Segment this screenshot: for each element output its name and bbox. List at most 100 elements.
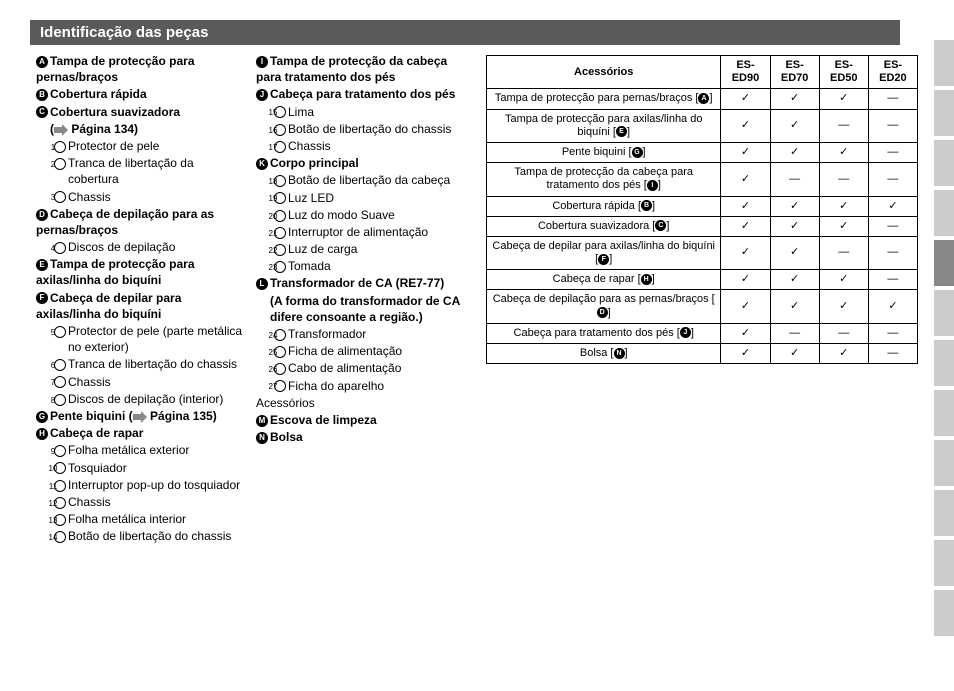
side-tab [934, 90, 954, 136]
item-k: KCorpo principal [256, 155, 474, 171]
item-c2: 2Tranca de libertação da cobertura [50, 155, 244, 187]
cell-value: ✓ [770, 109, 819, 142]
item-k20: 20Luz do modo Suave [270, 207, 474, 223]
cell-value: — [819, 109, 868, 142]
side-tab [934, 590, 954, 636]
cell-value: — [868, 163, 917, 196]
cell-value: ✓ [819, 290, 868, 323]
row-label: Bolsa [N] [487, 344, 721, 364]
side-tab [934, 540, 954, 586]
side-tab [934, 140, 954, 186]
item-l24: 24Transformador [270, 326, 474, 342]
item-c: CCobertura suavizadora [36, 104, 244, 120]
cell-value: — [868, 270, 917, 290]
cell-value: ✓ [770, 142, 819, 162]
cell-value: — [819, 163, 868, 196]
cell-value: ✓ [721, 109, 770, 142]
item-f7: 7Chassis [50, 374, 244, 390]
table-row: Cabeça para tratamento dos pés [J]✓——— [487, 323, 918, 343]
cell-value: ✓ [819, 89, 868, 109]
item-i: ITampa de protecção da cabeça para trata… [256, 53, 474, 85]
cell-value: — [868, 323, 917, 343]
table-row: Cobertura suavizadora [C]✓✓✓— [487, 216, 918, 236]
item-k22: 22Luz de carga [270, 241, 474, 257]
th-acessorios: Acessórios [487, 56, 721, 89]
item-h11: 11Interruptor pop-up do tosquiador [50, 477, 244, 493]
item-h13: 13Folha metálica interior [50, 511, 244, 527]
side-tab [934, 190, 954, 236]
cell-value: ✓ [770, 89, 819, 109]
item-d4: 4Discos de depilação [50, 239, 244, 255]
row-label: Tampa de protecção da cabeça para tratam… [487, 163, 721, 196]
side-tab [934, 490, 954, 536]
item-k18: 18Botão de libertação da cabeça [270, 172, 474, 188]
row-label: Cabeça de depilação para as pernas/braço… [487, 290, 721, 323]
item-k21: 21Interruptor de alimentação [270, 224, 474, 240]
side-tab [934, 390, 954, 436]
row-label: Cobertura rápida [B] [487, 196, 721, 216]
item-m: MEscova de limpeza [256, 412, 474, 428]
cell-value: — [868, 89, 917, 109]
cell-value: ✓ [721, 216, 770, 236]
item-j17: 17Chassis [270, 138, 474, 154]
th-ed90: ES-ED90 [721, 56, 770, 89]
cell-value: ✓ [721, 196, 770, 216]
item-l25: 25Ficha de alimentação [270, 343, 474, 359]
content-area: ATampa de protecção para pernas/braços B… [30, 51, 924, 545]
cell-value: — [868, 344, 917, 364]
cell-value: — [819, 236, 868, 269]
item-d: DCabeça de depilação para as pernas/braç… [36, 206, 244, 238]
cell-value: — [819, 323, 868, 343]
row-label: Cabeça para tratamento dos pés [J] [487, 323, 721, 343]
row-label: Tampa de protecção para pernas/braços [A… [487, 89, 721, 109]
column-1: ATampa de protecção para pernas/braços B… [30, 51, 250, 545]
item-f5: 5Protector de pele (parte metálica no ex… [50, 323, 244, 355]
cell-value: — [868, 142, 917, 162]
cell-value: ✓ [770, 270, 819, 290]
cell-value: — [868, 109, 917, 142]
row-label: Cabeça de rapar [H] [487, 270, 721, 290]
cell-value: ✓ [721, 344, 770, 364]
item-f: FCabeça de depilar para axilas/linha do … [36, 290, 244, 322]
item-g: GPente biquini ( Página 135) [36, 408, 244, 424]
item-b: BCobertura rápida [36, 86, 244, 102]
side-tab [934, 340, 954, 386]
side-tab [934, 40, 954, 86]
cell-value: ✓ [819, 142, 868, 162]
table-row: Bolsa [N]✓✓✓— [487, 344, 918, 364]
cell-value: ✓ [770, 290, 819, 323]
section-header: Identificação das peças [30, 20, 900, 45]
th-ed70: ES-ED70 [770, 56, 819, 89]
side-tab-active [934, 240, 954, 286]
item-c-ref: ( Página 134) [36, 121, 244, 137]
cell-value: — [770, 323, 819, 343]
item-c1: 1Protector de pele [50, 138, 244, 154]
table-row: Tampa de protecção para axilas/linha do … [487, 109, 918, 142]
th-ed50: ES-ED50 [819, 56, 868, 89]
item-h12: 12Chassis [50, 494, 244, 510]
side-tab [934, 440, 954, 486]
row-label: Pente biquini [G] [487, 142, 721, 162]
item-k19: 19Luz LED [270, 190, 474, 206]
cell-value: ✓ [721, 142, 770, 162]
table-header-row: Acessórios ES-ED90 ES-ED70 ES-ED50 ES-ED… [487, 56, 918, 89]
table-row: Cabeça de depilação para as pernas/braço… [487, 290, 918, 323]
item-j15: 15Lima [270, 104, 474, 120]
item-f8: 8Discos de depilação (interior) [50, 391, 244, 407]
item-j16: 16Botão de libertação do chassis [270, 121, 474, 137]
column-3: Acessórios ES-ED90 ES-ED70 ES-ED50 ES-ED… [480, 51, 924, 545]
item-c3: 3Chassis [50, 189, 244, 205]
row-label: Tampa de protecção para axilas/linha do … [487, 109, 721, 142]
cell-value: ✓ [770, 236, 819, 269]
cell-value: ✓ [721, 290, 770, 323]
cell-value: ✓ [770, 196, 819, 216]
arrow-icon [133, 412, 147, 422]
item-h10: 10Tosquiador [50, 460, 244, 476]
item-h: HCabeça de rapar [36, 425, 244, 441]
cell-value: ✓ [868, 290, 917, 323]
th-ed20: ES-ED20 [868, 56, 917, 89]
cell-value: ✓ [819, 270, 868, 290]
item-a: ATampa de protecção para pernas/braços [36, 53, 244, 85]
item-h9: 9Folha metálica exterior [50, 442, 244, 458]
cell-value: — [770, 163, 819, 196]
